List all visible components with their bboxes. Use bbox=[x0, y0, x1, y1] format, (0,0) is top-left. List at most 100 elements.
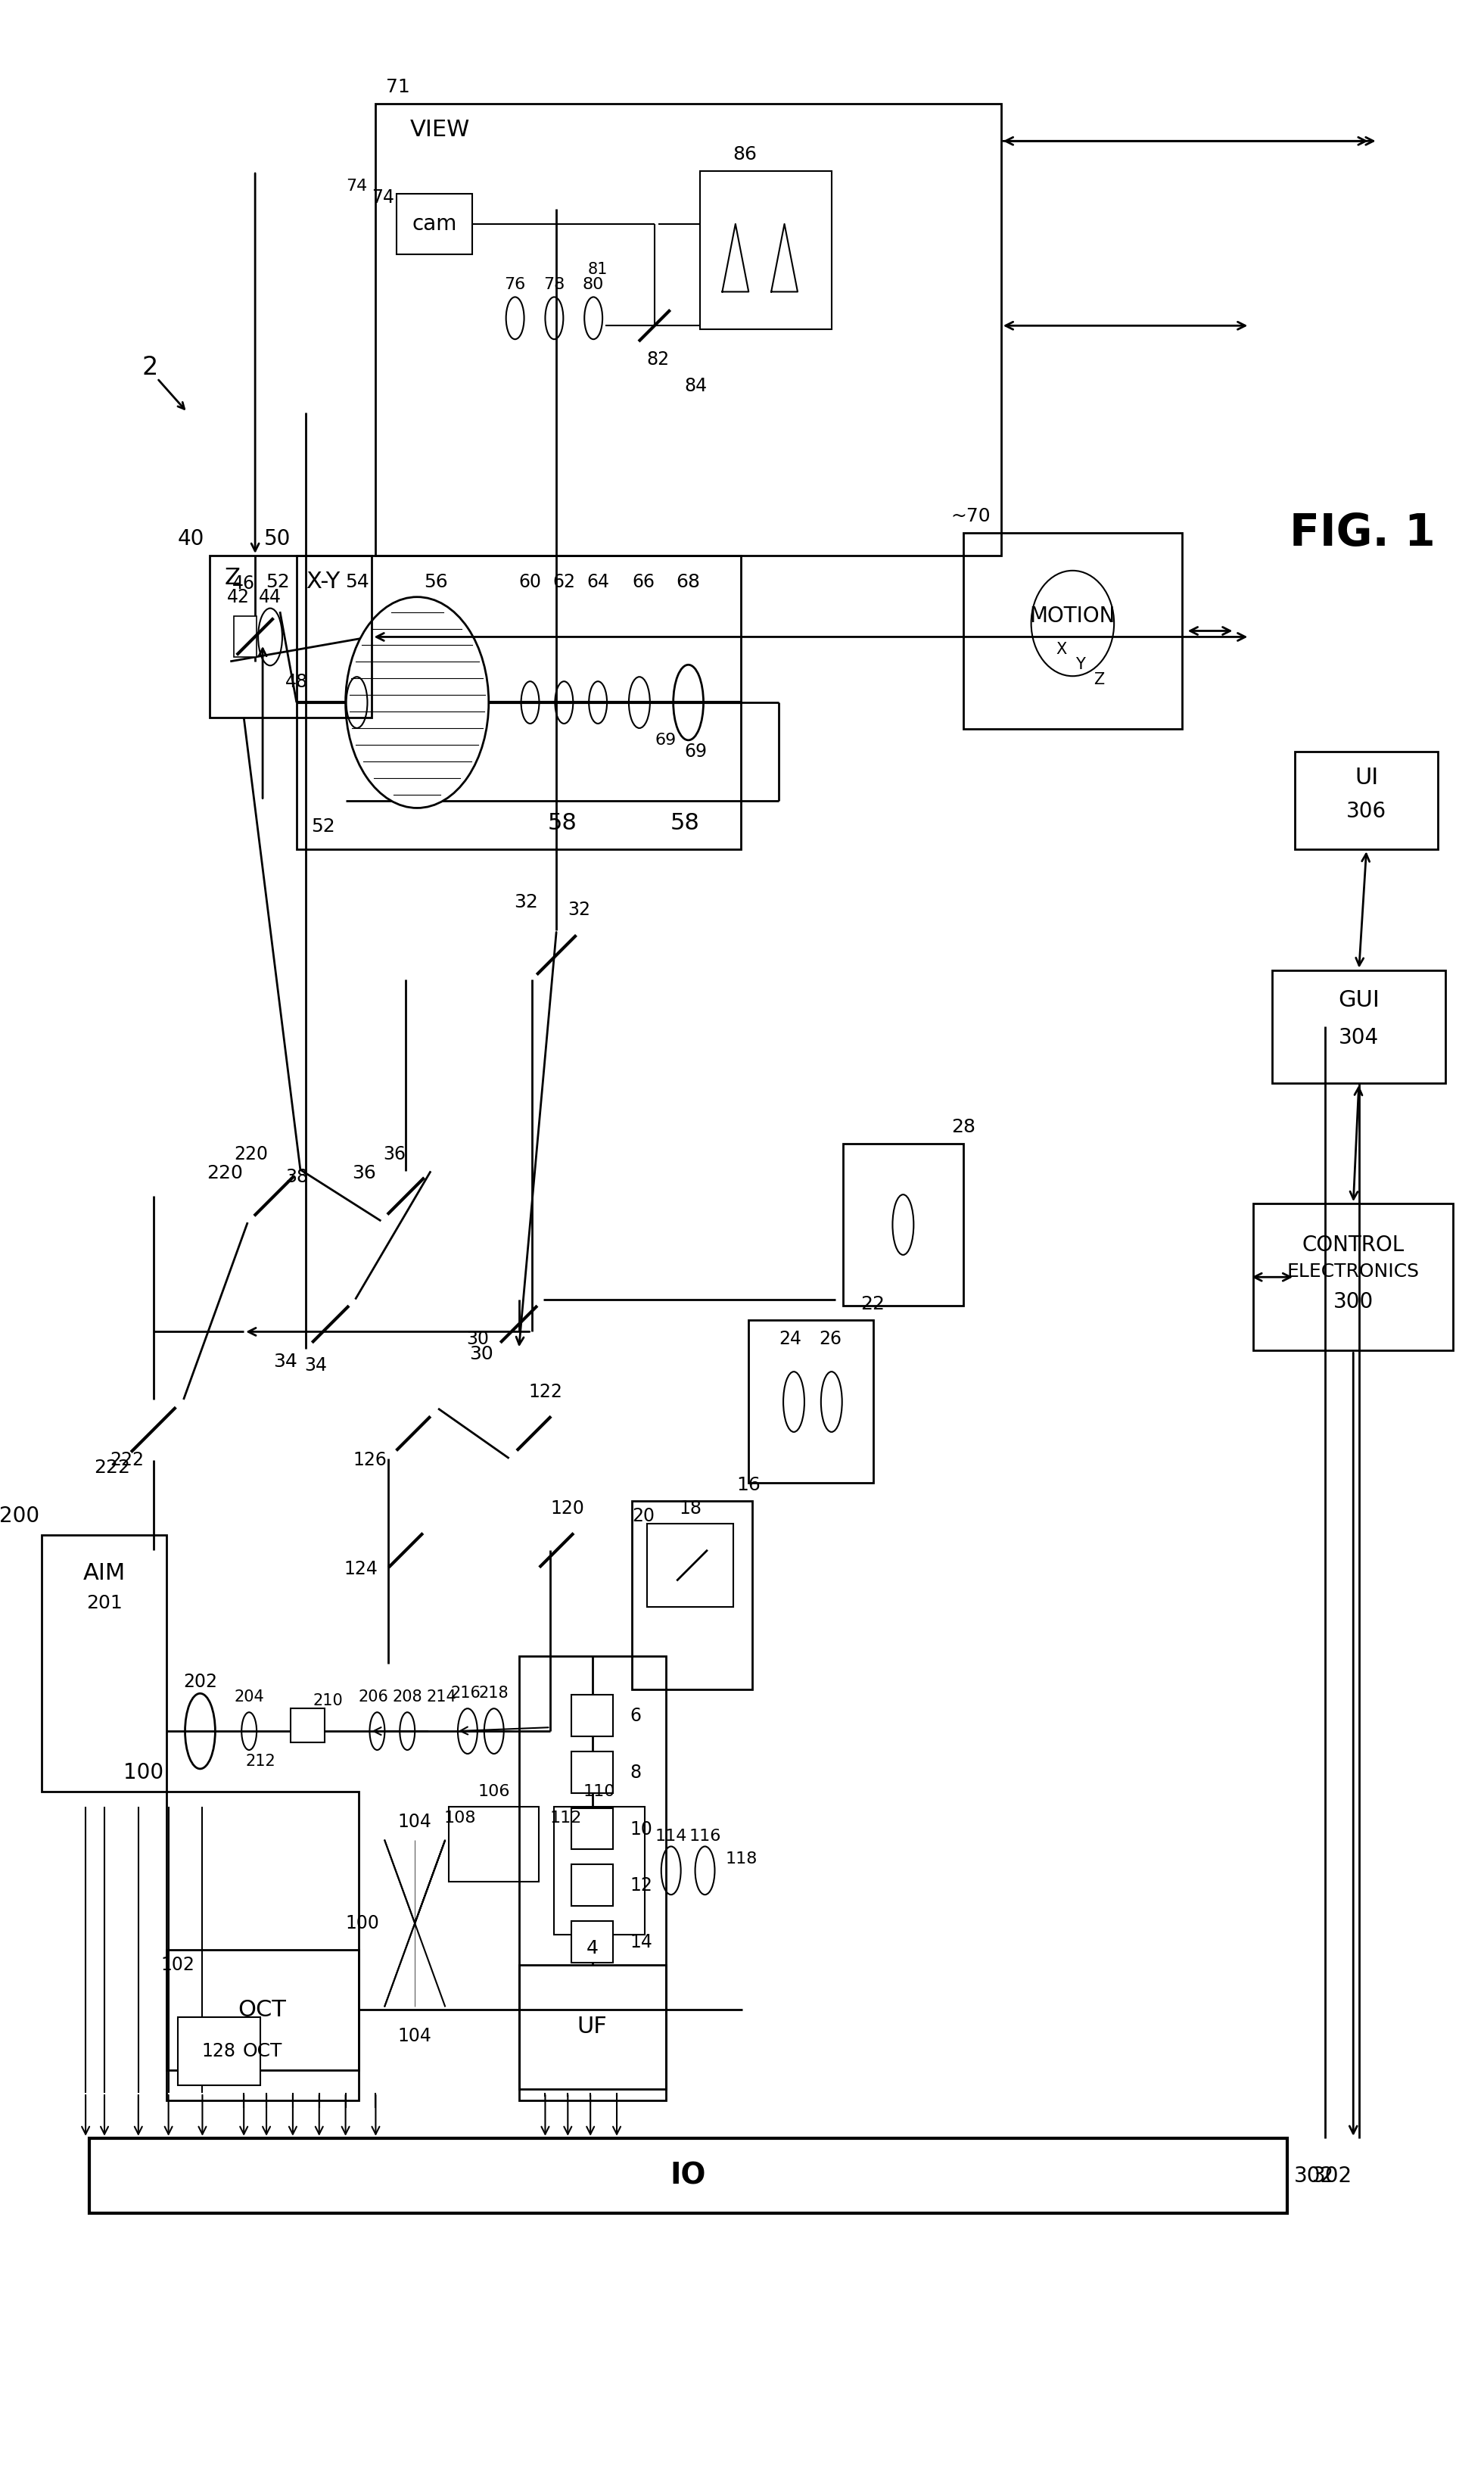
Text: 14: 14 bbox=[631, 1933, 653, 1951]
Text: GUI: GUI bbox=[1339, 989, 1380, 1011]
Text: 78: 78 bbox=[543, 276, 565, 291]
Text: CONTROL: CONTROL bbox=[1301, 1235, 1404, 1255]
Text: 6: 6 bbox=[631, 1706, 641, 1726]
Text: 216: 216 bbox=[451, 1687, 481, 1702]
Text: 212: 212 bbox=[245, 1753, 276, 1768]
Bar bbox=[297, 555, 741, 848]
Text: 300: 300 bbox=[1333, 1292, 1373, 1312]
Text: 124: 124 bbox=[344, 1561, 377, 1578]
Text: 86: 86 bbox=[733, 145, 757, 163]
Text: 81: 81 bbox=[588, 261, 608, 276]
Text: 204: 204 bbox=[234, 1689, 264, 1704]
Text: 122: 122 bbox=[528, 1383, 562, 1401]
Text: 66: 66 bbox=[632, 572, 654, 592]
Bar bbox=[89, 2138, 1287, 2214]
Bar bbox=[519, 1965, 666, 2089]
Text: OCT: OCT bbox=[242, 2042, 282, 2062]
Text: 220: 220 bbox=[206, 1164, 243, 1184]
Text: 104: 104 bbox=[398, 2027, 432, 2044]
Text: 30: 30 bbox=[466, 1329, 488, 1349]
Text: 112: 112 bbox=[549, 1810, 582, 1825]
Text: 118: 118 bbox=[726, 1852, 757, 1867]
Text: 58: 58 bbox=[548, 811, 577, 834]
Bar bbox=[632, 1502, 752, 1689]
Text: 102: 102 bbox=[160, 1956, 194, 1973]
Text: 52: 52 bbox=[266, 572, 289, 592]
Text: 54: 54 bbox=[344, 572, 370, 592]
Text: 74: 74 bbox=[346, 178, 368, 195]
Bar bbox=[42, 1536, 166, 1790]
Text: 8: 8 bbox=[631, 1763, 641, 1780]
Text: 2: 2 bbox=[141, 355, 157, 380]
Bar bbox=[166, 1951, 358, 2071]
Text: 48: 48 bbox=[285, 673, 309, 690]
Text: 116: 116 bbox=[689, 1830, 721, 1845]
Text: 56: 56 bbox=[424, 572, 448, 592]
Text: UF: UF bbox=[577, 2015, 607, 2037]
Text: 200: 200 bbox=[0, 1507, 40, 1526]
Text: 306: 306 bbox=[1346, 801, 1386, 821]
Bar bbox=[571, 1808, 613, 1850]
Text: 22: 22 bbox=[861, 1295, 884, 1312]
Bar bbox=[396, 195, 472, 254]
Text: 201: 201 bbox=[86, 1593, 122, 1613]
Text: IO: IO bbox=[671, 2160, 706, 2190]
Bar bbox=[843, 1144, 963, 1305]
Bar bbox=[1254, 1203, 1453, 1351]
Text: 60: 60 bbox=[519, 572, 542, 592]
Bar bbox=[699, 170, 831, 330]
Text: 26: 26 bbox=[819, 1329, 841, 1349]
Text: 84: 84 bbox=[684, 377, 708, 395]
Text: Z: Z bbox=[224, 567, 240, 589]
Bar bbox=[291, 1709, 325, 1743]
Text: 128: 128 bbox=[202, 2042, 236, 2062]
Bar bbox=[1296, 752, 1438, 848]
Text: 68: 68 bbox=[677, 572, 700, 592]
Text: 50: 50 bbox=[264, 528, 291, 550]
Text: 34: 34 bbox=[273, 1354, 297, 1371]
Text: 220: 220 bbox=[234, 1147, 269, 1164]
Text: 210: 210 bbox=[313, 1694, 343, 1709]
Bar bbox=[554, 1808, 644, 1936]
Text: X: X bbox=[1057, 641, 1067, 658]
Text: OCT: OCT bbox=[237, 2000, 286, 2022]
Text: 10: 10 bbox=[631, 1820, 653, 1837]
Text: 108: 108 bbox=[444, 1810, 476, 1825]
Bar bbox=[748, 1319, 873, 1482]
Text: 126: 126 bbox=[353, 1450, 387, 1470]
Text: 302: 302 bbox=[1294, 2165, 1334, 2187]
Text: 36: 36 bbox=[352, 1164, 377, 1184]
Text: 20: 20 bbox=[632, 1507, 654, 1526]
Bar bbox=[209, 555, 372, 718]
Text: ~70: ~70 bbox=[951, 508, 991, 525]
Text: 34: 34 bbox=[304, 1356, 326, 1374]
Bar bbox=[234, 616, 257, 658]
Bar bbox=[963, 533, 1181, 730]
Text: 32: 32 bbox=[515, 893, 539, 912]
Text: 206: 206 bbox=[358, 1689, 389, 1704]
Text: 304: 304 bbox=[1339, 1028, 1379, 1048]
Text: MOTION: MOTION bbox=[1030, 604, 1116, 626]
Bar bbox=[166, 1790, 358, 2101]
Text: 302: 302 bbox=[1312, 2165, 1352, 2187]
Bar bbox=[571, 1921, 613, 1963]
Text: 120: 120 bbox=[551, 1499, 585, 1519]
Text: 69: 69 bbox=[654, 732, 677, 747]
Text: 42: 42 bbox=[227, 587, 249, 607]
Text: X-Y: X-Y bbox=[306, 572, 340, 592]
Text: 202: 202 bbox=[183, 1672, 217, 1692]
Text: 16: 16 bbox=[736, 1475, 761, 1494]
Text: Y: Y bbox=[1076, 658, 1085, 673]
Text: 222: 222 bbox=[110, 1450, 144, 1470]
Text: 18: 18 bbox=[680, 1499, 702, 1519]
Text: 28: 28 bbox=[951, 1117, 975, 1137]
Text: 36: 36 bbox=[383, 1147, 405, 1164]
Text: 106: 106 bbox=[478, 1783, 510, 1800]
Text: 100: 100 bbox=[346, 1914, 378, 1933]
Text: 46: 46 bbox=[233, 575, 255, 592]
Text: 32: 32 bbox=[568, 900, 591, 920]
Text: 74: 74 bbox=[372, 187, 395, 207]
Text: 80: 80 bbox=[583, 276, 604, 291]
Bar bbox=[375, 104, 1002, 555]
Text: 40: 40 bbox=[178, 528, 205, 550]
